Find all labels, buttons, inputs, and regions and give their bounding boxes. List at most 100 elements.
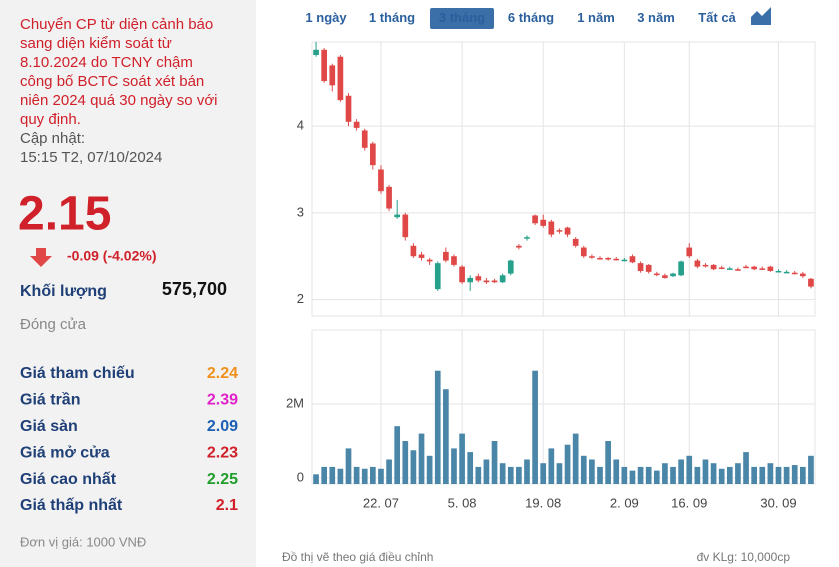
candle-body: [483, 280, 490, 283]
stat-value: 2.39: [207, 392, 238, 409]
candle-body: [686, 247, 693, 257]
warning-line: 8.10.2024 do TCNY chậm: [20, 54, 193, 71]
y-tick-label: 2: [297, 291, 304, 306]
volume-bar: [767, 463, 774, 484]
volume-bar: [386, 459, 392, 484]
volume-label: Khối lượng: [20, 283, 107, 300]
volume-bar: [791, 465, 798, 484]
volume-bar: [726, 466, 733, 484]
candle-body: [402, 214, 409, 238]
volume-bar: [580, 455, 587, 484]
price: 2.15: [18, 188, 111, 241]
candle-body: [613, 258, 620, 261]
volume-bar: [808, 455, 814, 484]
candle-body: [426, 259, 433, 262]
price-change: -0.09 (-4.02%): [67, 248, 156, 264]
candle-body: [475, 276, 482, 281]
plot-frame: [311, 41, 816, 317]
candle-body: [418, 254, 425, 258]
volume-bar: [694, 466, 701, 484]
volume-bar: [475, 466, 482, 484]
volume-bar: [426, 455, 433, 484]
candle-body: [670, 273, 676, 277]
warning-line: Chuyển CP từ diện cảnh báo: [20, 16, 213, 33]
candle-body: [597, 257, 603, 260]
status: Đóng cửa: [20, 316, 87, 333]
updated-label: Cập nhật:: [20, 130, 85, 147]
warning-line: quy định.: [20, 111, 81, 128]
candle-body: [767, 266, 774, 271]
range-tab[interactable]: 3 năm: [637, 10, 675, 25]
candle-body: [751, 266, 757, 270]
candle-body: [589, 256, 595, 258]
candle-body: [743, 266, 749, 269]
updated-time: 15:15 T2, 07/10/2024: [20, 149, 162, 166]
candle-body: [540, 219, 547, 226]
volume-bar: [751, 466, 757, 484]
candle-body: [710, 264, 717, 270]
stat-label: Giá tham chiếu: [20, 365, 135, 382]
candle-body: [313, 49, 319, 56]
candle-body: [516, 245, 522, 248]
volume-bar: [394, 426, 401, 484]
x-tick-label: 22. 07: [363, 495, 399, 510]
candle-body: [353, 121, 360, 128]
volume-bar: [743, 452, 749, 484]
y-tick-label: 2M: [286, 395, 304, 410]
stat-label: Giá cao nhất: [20, 471, 117, 488]
stat-value: 2.24: [207, 365, 238, 382]
candle-body: [645, 264, 652, 272]
volume-bar: [370, 466, 376, 484]
volume-bar: [572, 433, 579, 484]
tab-active-bg: [430, 8, 494, 29]
stat-value: 2.1: [216, 497, 238, 514]
candle-body: [702, 264, 709, 267]
range-tab[interactable]: 1 năm: [577, 10, 615, 25]
range-tab[interactable]: 3 tháng: [439, 10, 485, 25]
chart-icon[interactable]: [751, 7, 771, 25]
volume-bar: [759, 466, 766, 484]
volume-bar: [443, 389, 449, 484]
range-tab[interactable]: 1 tháng: [369, 10, 415, 25]
volume-bar: [345, 448, 352, 484]
volume-bar: [564, 444, 571, 484]
volume-bar: [467, 452, 474, 484]
range-tab[interactable]: 1 ngày: [305, 10, 347, 25]
candle-body: [434, 263, 441, 290]
volume-bar: [548, 448, 555, 484]
volume-bar: [783, 466, 790, 484]
candle-body: [345, 95, 352, 122]
icon-area: [751, 7, 771, 25]
candle-body: [329, 65, 336, 86]
volume-bar: [337, 468, 344, 484]
candle-body: [443, 251, 449, 261]
volume-bar: [499, 463, 506, 484]
stat-label: Giá thấp nhất: [20, 497, 123, 514]
volume-bar: [629, 470, 636, 484]
volume-bar: [597, 466, 603, 484]
volume-bar: [459, 433, 465, 484]
candle-body: [637, 263, 644, 271]
range-tab[interactable]: 6 tháng: [508, 10, 554, 25]
volume-bar: [402, 441, 409, 484]
candle-body: [799, 273, 806, 277]
range-tab[interactable]: Tất cả: [698, 10, 736, 25]
candle-body: [718, 267, 725, 270]
candle-body: [662, 275, 668, 278]
candle-body: [564, 227, 571, 235]
candle-body: [791, 272, 798, 275]
stat-value: 2.09: [207, 418, 238, 435]
volume-bar: [491, 441, 498, 484]
volume-bar: [645, 466, 652, 484]
candle-body: [459, 266, 465, 283]
candle-body: [572, 238, 579, 246]
candle-body: [605, 257, 611, 260]
warning-line: công bố BCTC soát xét bán: [20, 73, 204, 90]
volume-bar: [483, 459, 490, 484]
candle-body: [394, 214, 401, 218]
volume-bar: [540, 463, 547, 484]
candle-body: [337, 56, 344, 101]
candle-body: [694, 260, 701, 267]
candle-body: [653, 273, 660, 276]
warning-line: niên 2024 quá 30 ngày so với: [20, 92, 217, 109]
